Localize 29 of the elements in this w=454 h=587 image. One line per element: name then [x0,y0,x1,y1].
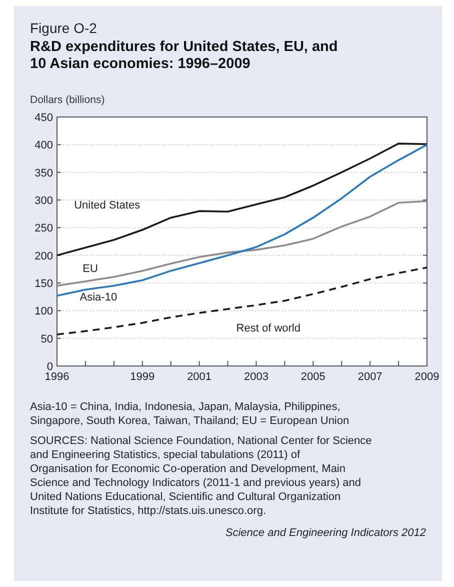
text: Asia-10 = China, India, Indonesia, Japan, Malaysia, Philippines, Singapore, South Korea, Taiwan, Thailand; EU = European Union [30,401,350,427]
y-tick-label: 0 [46,361,53,373]
y-tick-label: 100 [34,306,53,318]
series-label: Asia-10 [80,292,118,304]
x-tick-label: 2001 [187,371,212,383]
source-note: SOURCES: National Science Foundation, National Center for Science and Engineering Statistics, special tabulations (2011) of Organisation for Economic Co-operation and Development, Main Science and Technology Indicators (2011-1 and previous years) and United Nations Educational, Scientific and Cultural Organization Institute for Statistics, http://stats.uis.unesco.org. [30,435,372,517]
y-axis-title: Dollars (billions) [30,94,105,106]
y-tick-label: 150 [34,278,53,290]
y-tick-label: 450 [34,112,53,124]
chart-subtitle: R&D expenditures for United States, EU, and 10 Asian economies: 1996–2009 [30,39,338,72]
x-tick-label: 2007 [358,371,382,383]
series-label: Rest of world [236,322,301,335]
line-series [56,142,428,256]
chart-title: Figure O-2 [30,20,98,36]
y-tick-label: 250 [34,222,53,235]
x-tick-label: 2003 [244,371,268,383]
y-tick-label: 350 [34,167,53,180]
text: Science and Engineering Indicators 2012 [225,527,426,539]
x-tick-label: 1996 [44,371,70,383]
series-label: United States [74,199,141,212]
y-tick-label: 50 [40,333,53,346]
x-tick-label: 1999 [130,371,155,383]
x-tick-label: 2005 [300,371,326,383]
series-label: EU [82,262,98,275]
line-series [56,200,428,287]
y-tick-label: 300 [34,195,53,207]
y-tick-label: 200 [34,250,53,262]
x-tick-label: 2009 [414,371,440,383]
y-tick-label: 400 [34,140,53,152]
